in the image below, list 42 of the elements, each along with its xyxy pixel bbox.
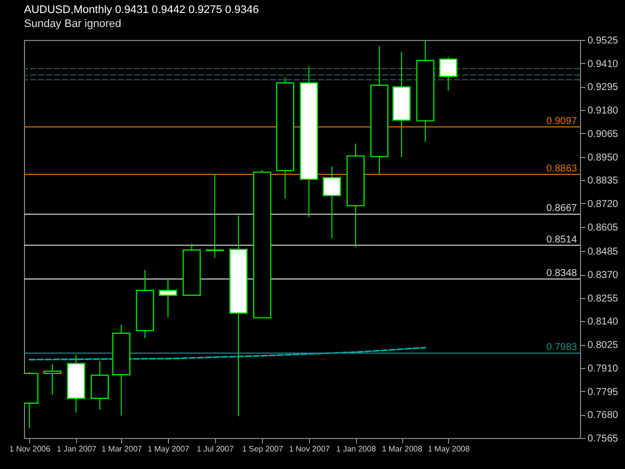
y-tick-label: 0.7680 <box>588 410 619 422</box>
candlestick <box>439 56 458 92</box>
line-series <box>28 346 426 360</box>
y-tick-label: 0.7565 <box>588 434 619 444</box>
y-tick-label: 0.9295 <box>588 82 619 94</box>
x-tick-label: 1 May 2008 <box>428 444 470 454</box>
x-tick-label: 1 May 2007 <box>148 444 190 454</box>
x-tick-label: 1 Jan 2007 <box>56 444 97 454</box>
x-tick-label: 1 Nov 2006 <box>9 444 51 454</box>
ref-line-label: 0.8514 <box>546 234 578 246</box>
y-tick-label: 0.8485 <box>588 246 619 258</box>
y-tick-label: 0.9525 <box>588 36 619 46</box>
chart-subtitle: Sunday Bar ignored <box>24 18 122 30</box>
ref-line-label: 0.8348 <box>546 268 578 280</box>
y-tick-label: 0.8025 <box>588 340 619 352</box>
y-tick-label: 0.7795 <box>588 386 619 398</box>
y-tick-label: 0.8605 <box>588 222 619 234</box>
candlestick <box>158 278 178 318</box>
y-tick-label: 0.8370 <box>588 270 619 282</box>
y-tick-label: 0.9410 <box>588 58 619 70</box>
candlestick <box>90 360 109 411</box>
y-tick-label: 0.8720 <box>588 198 619 210</box>
chart-title: AUDUSD,Monthly 0.9431 0.9442 0.9275 0.9346 <box>24 4 259 16</box>
x-tick-label: 1 Jan 2008 <box>336 444 376 454</box>
ref-line-label: 0.8667 <box>546 203 578 214</box>
x-tick-label: 1 Jul 2007 <box>196 444 234 454</box>
y-tick-label: 0.8140 <box>588 316 619 328</box>
y-tick-label: 0.9180 <box>588 106 619 117</box>
x-tick-label: 1 Mar 2008 <box>382 444 423 454</box>
ref-line-label: 0.9097 <box>546 116 578 127</box>
y-tick-label: 0.9065 <box>588 128 619 140</box>
y-tick-label: 0.8835 <box>588 176 619 187</box>
ref-line-label: 0.8863 <box>546 163 578 174</box>
candlestick <box>43 364 62 396</box>
y-tick-label: 0.8950 <box>588 152 619 164</box>
x-tick-label: 1 Mar 2007 <box>102 444 143 454</box>
candlestick <box>322 166 341 239</box>
x-tick-label: 1 Nov 2007 <box>288 444 330 454</box>
ref-line-label: 0.7983 <box>546 342 578 354</box>
x-tick-label: 1 Sep 2007 <box>242 444 284 454</box>
y-tick-label: 0.8255 <box>588 293 619 304</box>
y-tick-label: 0.7910 <box>588 363 619 374</box>
